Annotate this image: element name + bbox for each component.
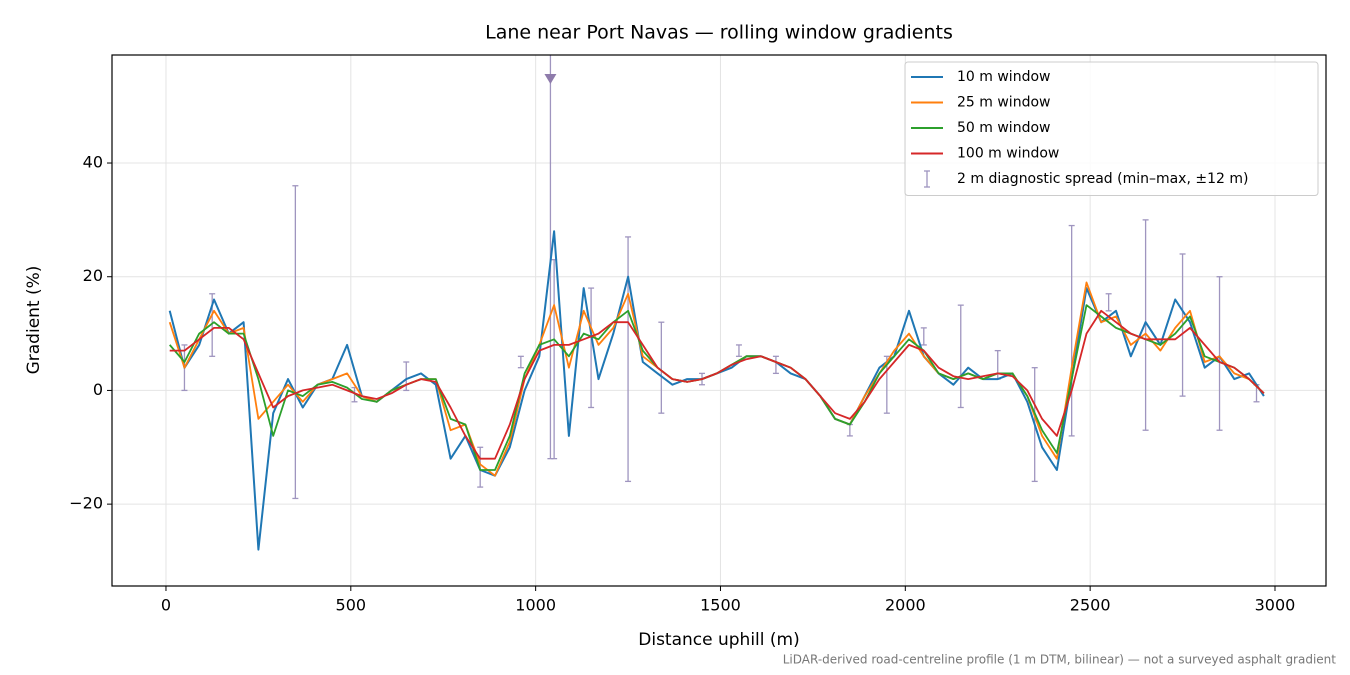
x-tick-label: 3000 bbox=[1255, 596, 1296, 615]
x-tick-label: 2500 bbox=[1070, 596, 1111, 615]
error-bar bbox=[551, 259, 558, 460]
error-bar bbox=[1142, 219, 1149, 431]
legend-label: 10 m window bbox=[957, 69, 1050, 85]
error-bar bbox=[517, 355, 524, 369]
error-bar bbox=[588, 287, 595, 409]
y-tick-label: −20 bbox=[69, 494, 103, 513]
error-bar bbox=[920, 327, 927, 346]
error-bar bbox=[1216, 276, 1223, 431]
footnote: LiDAR-derived road-centreline profile (1… bbox=[783, 653, 1337, 667]
error-bar bbox=[846, 423, 853, 437]
series-line bbox=[169, 309, 1265, 460]
legend-label: 50 m window bbox=[957, 120, 1050, 136]
x-tick-label: 500 bbox=[336, 596, 367, 615]
y-tick-label: 40 bbox=[83, 153, 103, 172]
clip-marker bbox=[544, 74, 557, 84]
error-bar bbox=[735, 344, 742, 357]
error-bar bbox=[957, 304, 964, 409]
axes-frame bbox=[111, 54, 1327, 587]
x-tick-label: 1000 bbox=[515, 596, 556, 615]
error-bar bbox=[1068, 224, 1075, 437]
legend-label: 25 m window bbox=[957, 95, 1050, 111]
x-tick-label: 2000 bbox=[885, 596, 926, 615]
x-tick-label: 1500 bbox=[700, 596, 741, 615]
y-tick-label: 20 bbox=[83, 266, 103, 285]
error-bar bbox=[1105, 293, 1112, 312]
chart-title: Lane near Port Navas — rolling window gr… bbox=[485, 22, 953, 44]
error-bar bbox=[772, 355, 779, 375]
y-tick-label: 0 bbox=[93, 380, 103, 399]
legend-label: 2 m diagnostic spread (min–max, ±12 m) bbox=[957, 171, 1248, 187]
x-axis-label: Distance uphill (m) bbox=[638, 630, 799, 650]
error-bar bbox=[292, 185, 299, 500]
error-bar bbox=[625, 236, 632, 483]
plot-area bbox=[168, 55, 1265, 551]
legend-box bbox=[904, 61, 1319, 196]
legend: 10 m window 25 m window 50 m window 100 m w… bbox=[904, 61, 1319, 196]
series-line bbox=[169, 304, 1265, 471]
error-bar bbox=[658, 321, 665, 414]
x-tick-label: 0 bbox=[161, 596, 171, 615]
y-axis-label: Gradient (%) bbox=[24, 266, 44, 375]
legend-label: 100 m window bbox=[957, 146, 1059, 162]
